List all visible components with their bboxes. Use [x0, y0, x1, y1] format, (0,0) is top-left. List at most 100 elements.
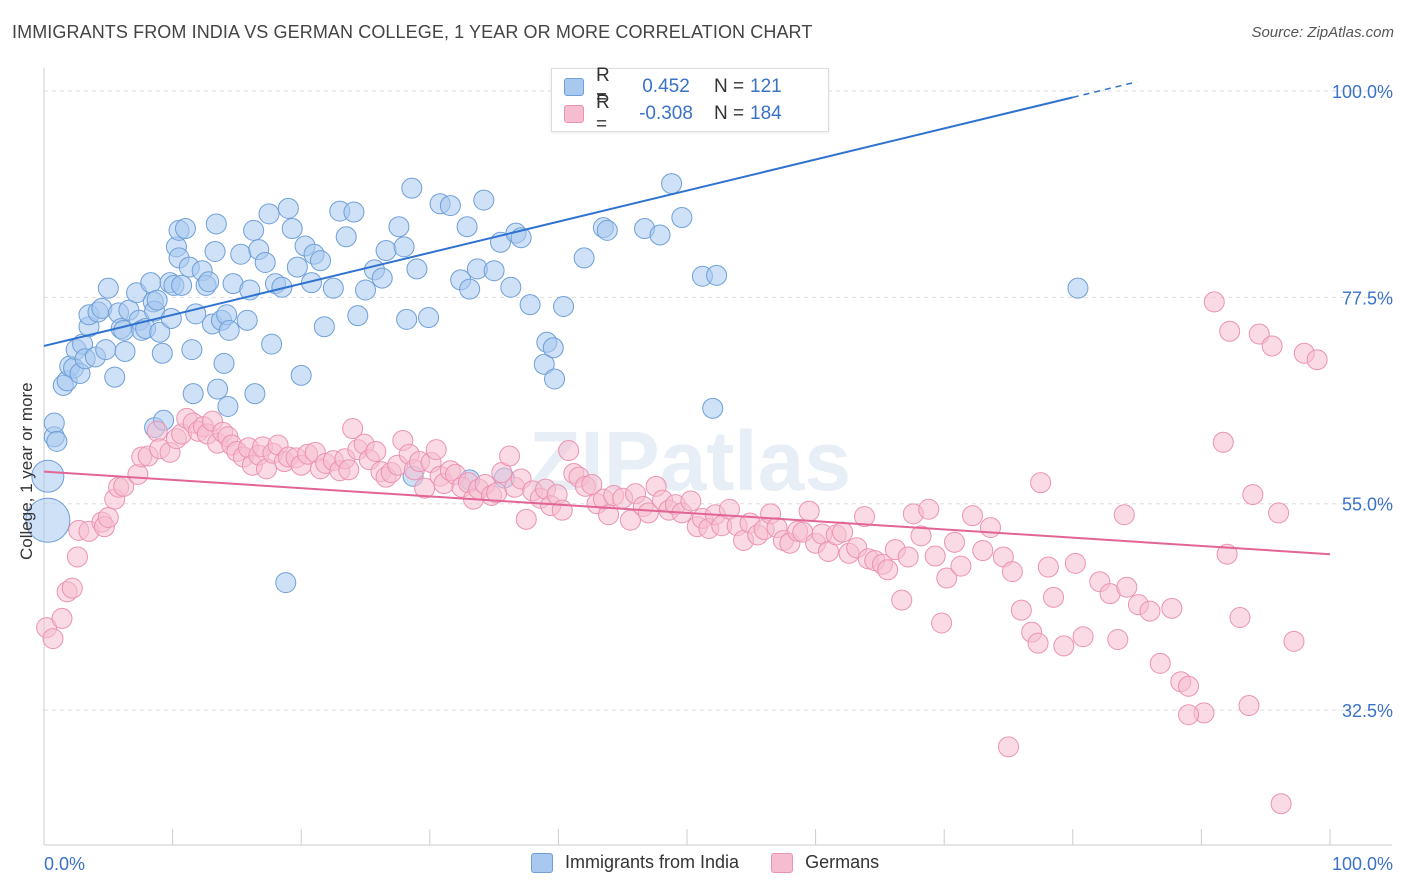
point-germans [1203, 291, 1225, 313]
point-india [46, 430, 68, 452]
point-germans [97, 507, 119, 529]
point-germans [961, 505, 983, 527]
point-germans [853, 506, 875, 528]
point-germans [42, 628, 64, 650]
point-germans [1178, 675, 1200, 697]
point-india [182, 383, 204, 405]
point-india [275, 572, 297, 594]
legend-label-germans: Germans [805, 852, 880, 872]
point-germans [1219, 320, 1241, 342]
point-germans [1064, 552, 1086, 574]
point-india [388, 216, 410, 238]
point-india [258, 203, 280, 225]
point-germans [127, 463, 149, 485]
y-axis-label: College, 1 year or more [17, 382, 36, 560]
point-india [401, 177, 423, 199]
point-india [97, 277, 119, 299]
trend-lines [43, 81, 1331, 556]
point-germans [1072, 626, 1094, 648]
point-india [271, 276, 293, 298]
point-germans [1178, 704, 1200, 726]
point-india [473, 189, 495, 211]
point-germans [979, 517, 1001, 539]
point-india [596, 219, 618, 241]
trend-line-india-extension [1072, 81, 1138, 99]
point-india [553, 296, 575, 318]
point-germans [551, 499, 573, 521]
x-tick-label: 0.0% [44, 854, 85, 874]
point-germans [425, 439, 447, 461]
point-germans [558, 440, 580, 462]
legend-item-germans[interactable]: Germans [771, 852, 879, 873]
legend-label-india: Immigrants from India [565, 852, 740, 872]
point-germans [918, 498, 940, 520]
point-germans [931, 612, 953, 634]
series-germans [36, 291, 1328, 815]
point-india [243, 219, 265, 241]
point-germans [1268, 502, 1290, 524]
legend-swatch-pink [771, 852, 794, 873]
point-india [174, 218, 196, 240]
point-india [519, 294, 541, 316]
point-india [483, 260, 505, 282]
point-germans [1139, 600, 1161, 622]
trend-line-germans [43, 470, 1331, 556]
point-india [217, 396, 239, 418]
legend-r-value: -0.308 [639, 103, 693, 124]
point-germans [972, 540, 994, 562]
point-india [286, 256, 308, 278]
series-legend: Immigrants from India Germans [531, 852, 911, 873]
point-india [146, 289, 168, 311]
point-germans [66, 546, 88, 568]
point-india [205, 213, 227, 235]
point-india [702, 397, 724, 419]
legend-swatch-blue [564, 78, 584, 96]
point-germans [342, 418, 364, 440]
point-germans [1238, 695, 1260, 717]
point-germans [1001, 561, 1023, 583]
point-india [236, 309, 258, 331]
legend-n-value: 184 [750, 103, 782, 124]
x-tick-labels: 0.0% 100.0% [44, 854, 1393, 874]
point-india [309, 250, 331, 272]
point-india [418, 307, 440, 329]
point-germans [877, 559, 899, 581]
point-germans [936, 567, 958, 589]
point-germans [338, 459, 360, 481]
point-india [104, 366, 126, 388]
point-germans [1116, 576, 1138, 598]
point-germans [1010, 599, 1032, 621]
point-germans [1037, 556, 1059, 578]
point-germans [897, 546, 919, 568]
point-india [114, 340, 136, 362]
point-germans [515, 508, 537, 530]
point-india [544, 368, 566, 390]
point-germans [943, 531, 965, 553]
point-india [300, 272, 322, 294]
point-germans [146, 420, 168, 442]
point-germans [1270, 793, 1292, 815]
point-india [375, 240, 397, 262]
point-germans [1261, 335, 1283, 357]
legend-row-india: R = 0.452 N = 121 [564, 65, 782, 108]
point-germans [910, 525, 932, 547]
point-india [31, 459, 65, 493]
point-germans [924, 545, 946, 567]
point-india [343, 201, 365, 223]
legend-item-india[interactable]: Immigrants from India [531, 852, 739, 873]
point-india [261, 333, 283, 355]
point-germans [581, 473, 603, 495]
point-germans [598, 504, 620, 526]
point-india [204, 240, 226, 262]
point-india [456, 216, 478, 238]
point-germans [61, 577, 83, 599]
point-india [171, 274, 193, 296]
point-india [230, 243, 252, 265]
point-india [1067, 277, 1089, 299]
point-india [406, 258, 428, 280]
point-india [281, 218, 303, 240]
point-germans [1161, 597, 1183, 619]
point-germans [1216, 543, 1238, 565]
legend-swatch-blue [531, 852, 553, 873]
